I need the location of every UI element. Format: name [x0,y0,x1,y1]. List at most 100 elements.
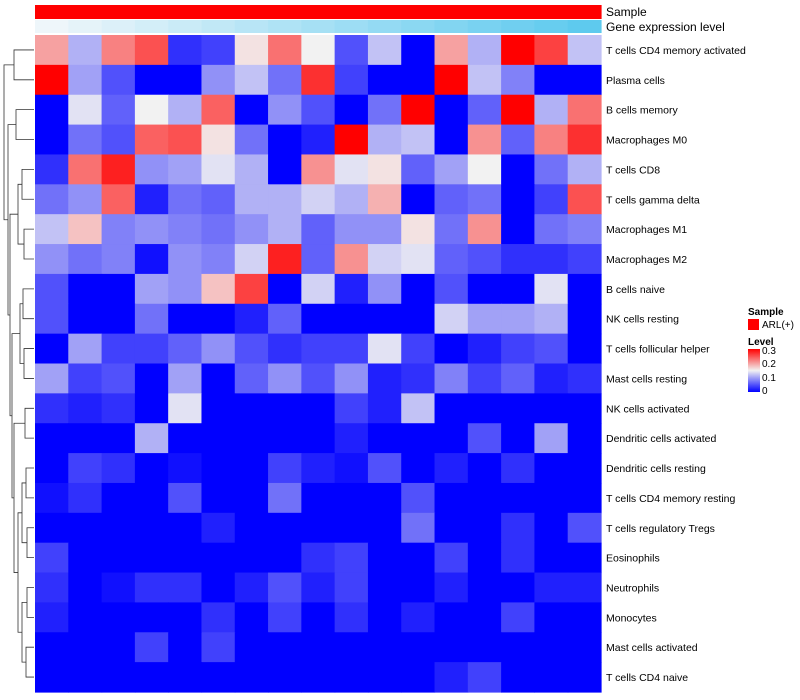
heatmap-cell [467,602,502,633]
heatmap-cell [434,662,469,693]
heatmap-cell [501,542,536,574]
heatmap-cell [434,154,469,185]
heatmap-cell [434,35,469,66]
heatmap-cell [567,423,602,454]
heatmap-cell [501,303,536,335]
heatmap-cell [134,512,169,544]
heatmap-cell [268,662,302,693]
heatmap-cell [68,512,103,544]
dendrogram-branch [3,64,14,221]
heatmap-cell [134,244,169,275]
heatmap-cell [501,333,536,365]
heatmap-cell [301,453,336,484]
heatmap-cell [434,333,469,365]
heatmap-cell [334,453,369,484]
heatmap-cell [534,124,569,156]
heatmap-cell [401,632,436,663]
heatmap-cell [101,393,136,424]
heatmap-cell [334,214,369,245]
heatmap-cell [367,35,402,66]
heatmap-cell [567,512,602,544]
heatmap-cell [35,154,69,185]
heatmap-cell [134,273,169,305]
heatmap-cell [234,423,269,454]
annotation-cell-sample [434,5,469,19]
row-label: T cells follicular helper [606,344,710,356]
heatmap-cell [35,662,69,693]
annotation-cell-sample [234,5,269,19]
annotation-cell-expression [301,20,336,33]
heatmap-cell [534,512,569,544]
heatmap-cell [68,393,103,424]
heatmap-cell [268,602,302,633]
heatmap-cell [367,214,402,245]
heatmap-cell [534,214,569,245]
heatmap-cell [401,423,436,454]
heatmap-cell [334,154,369,185]
dendrogram-branch [17,183,24,245]
heatmap-cell [201,273,236,305]
heatmap-cell [501,363,536,394]
dendrogram-branch [26,587,34,618]
heatmap-cell [367,154,402,185]
heatmap-cell [367,512,402,544]
heatmap-cell [367,303,402,335]
heatmap-cell [567,632,602,663]
heatmap-cell [567,35,602,66]
heatmap-cell [367,363,402,394]
heatmap-cell [134,572,169,604]
heatmap-cell [268,273,302,305]
annotation-cell-expression [434,20,469,33]
heatmap-cell [367,273,402,305]
annotation-cell-sample [534,5,569,19]
heatmap-cell [334,333,369,365]
heatmap-cell [434,482,469,514]
heatmap-cell [334,482,369,514]
heatmap-cell [268,482,302,514]
heatmap-cell [534,542,569,574]
heatmap-cell [234,512,269,544]
heatmap-cell [534,602,569,633]
heatmap-cell [101,94,136,126]
heatmap-cell [268,393,302,424]
annotation-cell-sample [168,5,203,19]
legend-level-tick: 0.1 [762,373,776,384]
heatmap-cell [301,572,336,604]
heatmap-cell [201,124,236,156]
dendrogram-branch [7,124,16,316]
heatmap-cell [434,542,469,574]
row-label: B cells naive [606,284,665,296]
heatmap-cell [534,423,569,454]
heatmap-cell [201,64,236,96]
legend-sample-entry: ARL(+) [762,320,794,331]
heatmap-cell [434,124,469,156]
dendrogram-branch [23,348,34,379]
heatmap-cell [35,393,69,424]
heatmap-cell [567,64,602,96]
heatmap-cell [501,572,536,604]
heatmap-cell [334,124,369,156]
heatmap-cell [467,244,502,275]
heatmap-cell [367,393,402,424]
heatmap-cell [268,363,302,394]
row-label: Macrophages M1 [606,224,687,236]
legend-sample-title: Sample [748,307,784,318]
dendrogram-branch [11,333,20,499]
heatmap-cell [534,363,569,394]
heatmap-cell [134,303,169,335]
heatmap-cell [234,572,269,604]
heatmap-cell [134,64,169,96]
heatmap-cell [334,512,369,544]
annotation-cell-expression [534,20,569,33]
heatmap-cell [101,542,136,574]
heatmap-cell [534,273,569,305]
heatmap-cell [35,632,69,663]
annotation-cell-expression [201,20,236,33]
heatmap-cell [534,64,569,96]
heatmap-cell [134,94,169,126]
heatmap-cell [101,303,136,335]
heatmap-cell [501,423,536,454]
heatmap-cell [101,423,136,454]
heatmap-cell [534,303,569,335]
